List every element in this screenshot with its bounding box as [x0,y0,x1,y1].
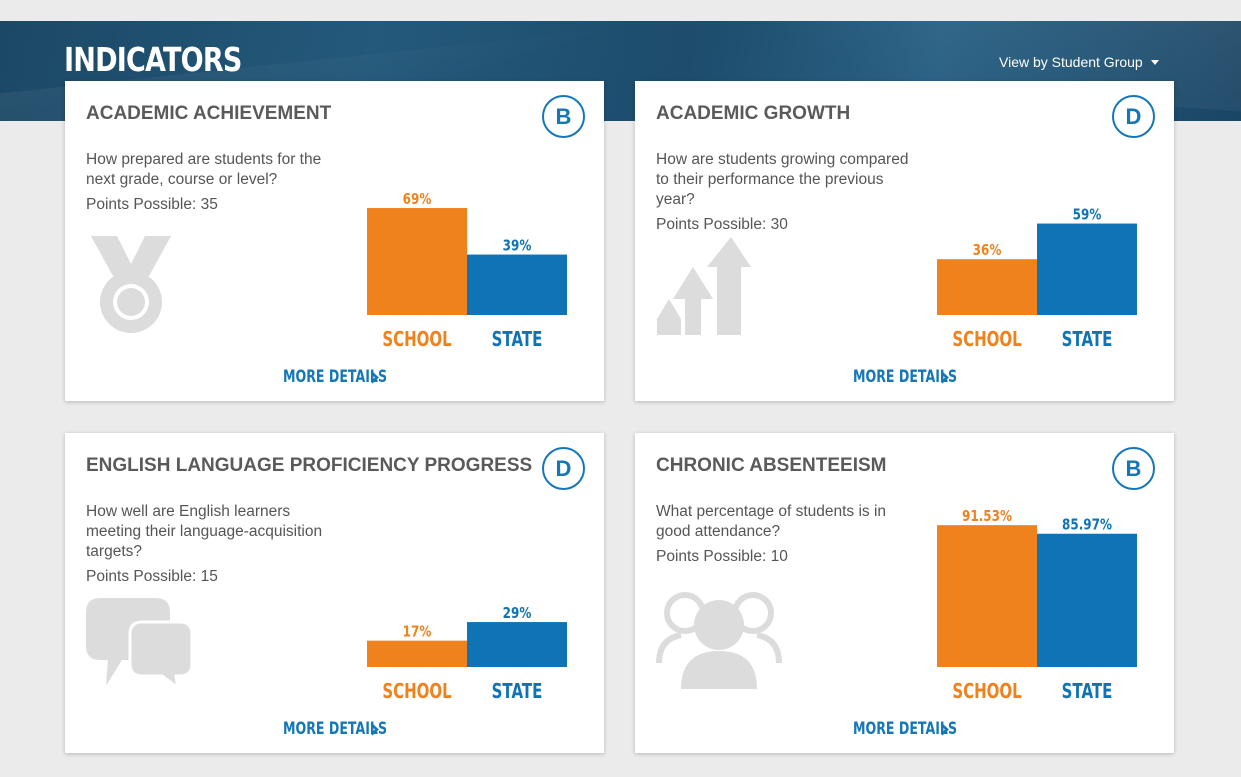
category-label-school: SCHOOL [382,329,451,352]
grade-badge: B [542,95,585,138]
bar-state [1037,223,1137,315]
card-title: ACADEMIC GROWTH [656,103,851,124]
data-label-school: 36% [973,242,1002,260]
data-label-school: 17% [403,623,432,641]
points-possible: Points Possible: 15 [86,568,218,585]
more-details-link[interactable]: MORE DETAILS [283,719,388,739]
question-text: How are students growing compared to the… [656,151,909,208]
bar-state [467,254,567,315]
more-details-link[interactable]: MORE DETAILS [853,367,958,387]
data-label-state: 59% [1073,206,1102,224]
more-details-link[interactable]: MORE DETAILS [283,367,388,387]
more-details-label: MORE DETAILS [283,719,388,739]
more-details-label: MORE DETAILS [853,719,958,739]
category-label-school: SCHOOL [382,681,451,704]
question-text: What percentage of students is in good a… [656,503,887,540]
grade-badge: D [542,447,585,490]
data-label-state: 85.97% [1062,516,1112,534]
question-text: How prepared are students for the next g… [86,151,322,188]
card-title: CHRONIC ABSENTEEISM [656,455,887,476]
page-title: INDICATORS [64,40,242,79]
category-label-state: STATE [1062,329,1113,352]
card-question: How prepared are students for the next g… [86,150,348,215]
category-label-state: STATE [492,329,543,352]
bar-school [367,208,467,315]
category-label-state: STATE [492,681,543,704]
indicator-card-academic-growth: ACADEMIC GROWTH D How are students growi… [635,81,1174,401]
question-text: How well are English learners meeting th… [86,503,323,560]
bar-chart: 69% SCHOOL 39% STATE [367,191,567,352]
bar-chart: 91.53% SCHOOL 85.97% STATE [937,508,1137,704]
card-question: How are students growing compared to the… [656,150,918,235]
indicator-card-chronic-absenteeism: CHRONIC ABSENTEEISM B What percentage of… [635,433,1174,753]
bar-state [1037,533,1137,667]
bar-chart: 36% SCHOOL 59% STATE [937,206,1137,352]
card-title: ENGLISH LANGUAGE PROFICIENCY PROGRESS [86,455,533,476]
category-label-school: SCHOOL [952,681,1021,704]
growth-arrows-icon [657,237,751,335]
card-title: ACADEMIC ACHIEVEMENT [86,103,332,124]
medal-icon [91,236,171,333]
category-label-state: STATE [1062,681,1113,704]
bar-chart: 17% SCHOOL 29% STATE [367,605,567,704]
bar-school [937,525,1037,667]
chevron-right-icon [370,371,379,383]
caret-down-icon [1150,60,1159,65]
bar-school [937,259,1037,315]
data-label-school: 91.53% [962,508,1012,526]
chevron-right-icon [940,723,949,735]
people-group-icon [656,592,782,689]
points-possible: Points Possible: 10 [656,548,788,565]
bar-school [367,640,467,667]
category-label-school: SCHOOL [952,329,1021,352]
student-group-label: View by Student Group [999,54,1143,70]
more-details-link[interactable]: MORE DETAILS [853,719,958,739]
card-question: How well are English learners meeting th… [86,502,348,587]
data-label-state: 29% [503,605,532,623]
speech-bubbles-icon [86,598,192,688]
grade-badge: B [1112,447,1155,490]
grade-badge: D [1112,95,1155,138]
more-details-label: MORE DETAILS [853,367,958,387]
student-group-dropdown[interactable]: View by Student Group [999,54,1159,70]
points-possible: Points Possible: 30 [656,216,788,233]
indicator-card-english-language-proficiency: ENGLISH LANGUAGE PROFICIENCY PROGRESS D … [65,433,604,753]
bar-state [467,622,567,667]
chevron-right-icon [940,371,949,383]
data-label-school: 69% [403,191,432,209]
more-details-label: MORE DETAILS [283,367,388,387]
data-label-state: 39% [503,237,532,255]
card-question: What percentage of students is in good a… [656,502,918,567]
indicator-card-academic-achievement: ACADEMIC ACHIEVEMENT B How prepared are … [65,81,604,401]
chevron-right-icon [370,723,379,735]
points-possible: Points Possible: 35 [86,196,218,213]
